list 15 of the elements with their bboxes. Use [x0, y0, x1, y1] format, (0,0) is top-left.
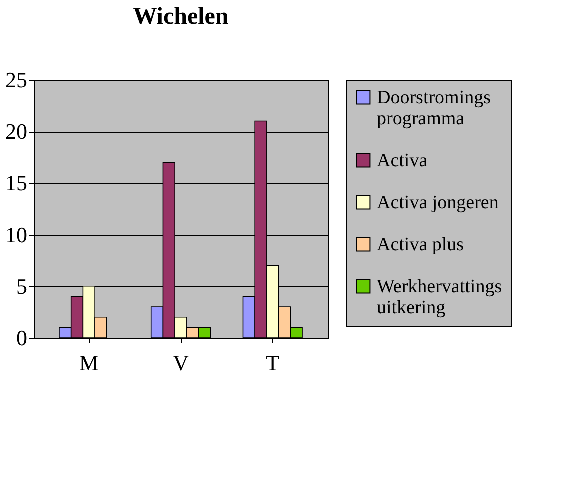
legend-label: Activa jongeren: [377, 192, 500, 214]
chart-title: Wichelen: [133, 4, 229, 30]
y-tick-label: 0: [16, 326, 28, 350]
legend-label: Activa: [377, 150, 428, 172]
y-tick-label: 10: [6, 222, 28, 248]
legend-label: Doorstromings programma: [377, 88, 491, 130]
x-tick-label: V: [173, 350, 190, 376]
y-tick-label: 5: [16, 274, 28, 299]
x-tick-label: M: [79, 350, 99, 376]
y-tick-label: 15: [6, 170, 28, 196]
y-tick-label: 25: [6, 68, 28, 92]
x-tick-label: T: [266, 350, 280, 376]
legend-label: Activa plus: [377, 234, 464, 256]
y-tick-label: 20: [6, 119, 28, 144]
legend-label: Werkhervattings uitkering: [377, 276, 502, 318]
